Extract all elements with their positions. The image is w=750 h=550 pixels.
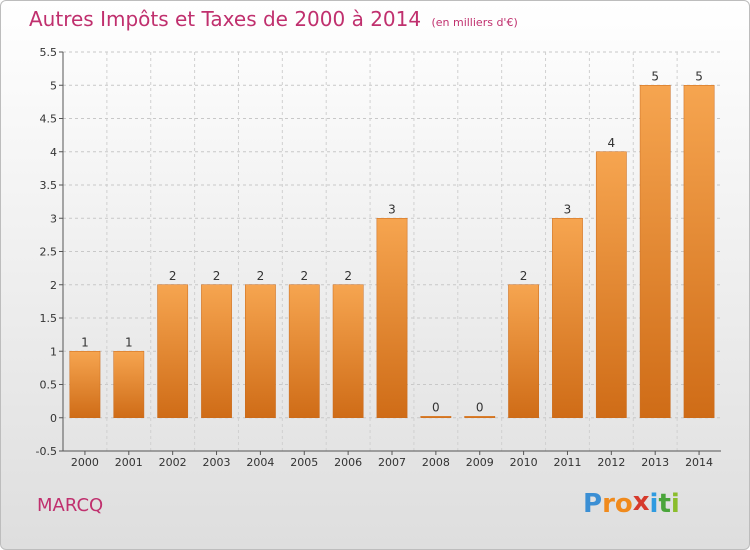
chart-title: Autres Impôts et Taxes de 2000 à 2014 (e…: [29, 7, 518, 31]
bar-2001: [113, 351, 145, 418]
value-label: 3: [564, 202, 572, 216]
value-label: 1: [81, 335, 89, 349]
x-tick-label: 2007: [378, 456, 406, 469]
chart-title-text: Autres Impôts et Taxes de 2000 à 2014: [29, 7, 422, 31]
bar-2007: [376, 218, 408, 418]
x-tick-label: 2008: [422, 456, 450, 469]
y-tick-label: 0.5: [40, 379, 58, 392]
y-tick-label: 1.5: [40, 312, 58, 325]
bar-2009: [464, 416, 496, 418]
x-tick-label: 2001: [115, 456, 143, 469]
bar-2008: [420, 416, 452, 418]
x-tick-label: 2000: [71, 456, 99, 469]
value-label: 0: [432, 400, 440, 414]
y-tick-label: 2.5: [40, 246, 58, 259]
town-name: MARCQ: [37, 495, 104, 516]
axes: [59, 51, 721, 455]
logo-letter: P: [583, 489, 603, 519]
y-tick-label: 5: [50, 79, 57, 92]
x-tick-label: 2013: [641, 456, 669, 469]
logo-letter: i: [670, 489, 680, 519]
bar-2013: [639, 85, 671, 418]
y-tick-label: 2: [50, 279, 57, 292]
bar-2002: [157, 284, 189, 418]
x-tick-label: 2012: [597, 456, 625, 469]
y-tick-label: 3: [50, 212, 57, 225]
value-label: 5: [651, 69, 659, 83]
y-tick-label: 4: [50, 146, 57, 159]
bar-2014: [683, 85, 715, 418]
logo-letter: r: [602, 489, 615, 519]
x-tick-label: 2006: [334, 456, 362, 469]
y-tick-label: 3.5: [40, 179, 58, 192]
bar-2004: [245, 284, 276, 418]
x-tick-label: 2002: [159, 456, 187, 469]
bar-2012: [595, 151, 627, 418]
bar-2011: [552, 218, 583, 418]
chart-subtitle: (en milliers d'€): [431, 16, 518, 29]
value-label: 1: [125, 335, 133, 349]
logo-letter: i: [649, 489, 659, 519]
y-tick-label: 1: [50, 345, 57, 358]
x-tick-label: 2009: [466, 456, 494, 469]
logo-letter: x: [632, 487, 650, 517]
labels: -0.500.511.522.533.544.555.5200012001120…: [36, 46, 714, 469]
bar-2006: [332, 284, 364, 418]
x-tick-label: 2003: [203, 456, 231, 469]
y-tick-label: 5.5: [40, 46, 58, 59]
value-label: 0: [476, 400, 484, 414]
bar-2010: [508, 284, 539, 418]
y-tick-label: 0: [50, 412, 57, 425]
value-label: 2: [520, 269, 528, 283]
y-tick-label: -0.5: [36, 445, 57, 458]
value-label: 5: [695, 69, 703, 83]
bar-2000: [69, 351, 101, 418]
x-tick-label: 2011: [553, 456, 581, 469]
logo-letter: t: [658, 489, 671, 519]
bar-2005: [288, 284, 320, 418]
x-tick-label: 2014: [685, 456, 713, 469]
value-label: 2: [344, 269, 352, 283]
value-label: 3: [388, 202, 396, 216]
proxiti-logo: Proxiti: [583, 487, 680, 519]
bar-2003: [201, 284, 232, 418]
x-tick-label: 2005: [290, 456, 318, 469]
value-label: 2: [213, 269, 221, 283]
y-tick-label: 4.5: [40, 113, 58, 126]
x-tick-label: 2004: [246, 456, 274, 469]
value-label: 2: [257, 269, 265, 283]
value-label: 2: [169, 269, 177, 283]
value-label: 2: [300, 269, 308, 283]
bars: [69, 85, 715, 418]
x-tick-label: 2010: [510, 456, 538, 469]
value-label: 4: [608, 136, 616, 150]
logo-letter: o: [614, 489, 633, 519]
